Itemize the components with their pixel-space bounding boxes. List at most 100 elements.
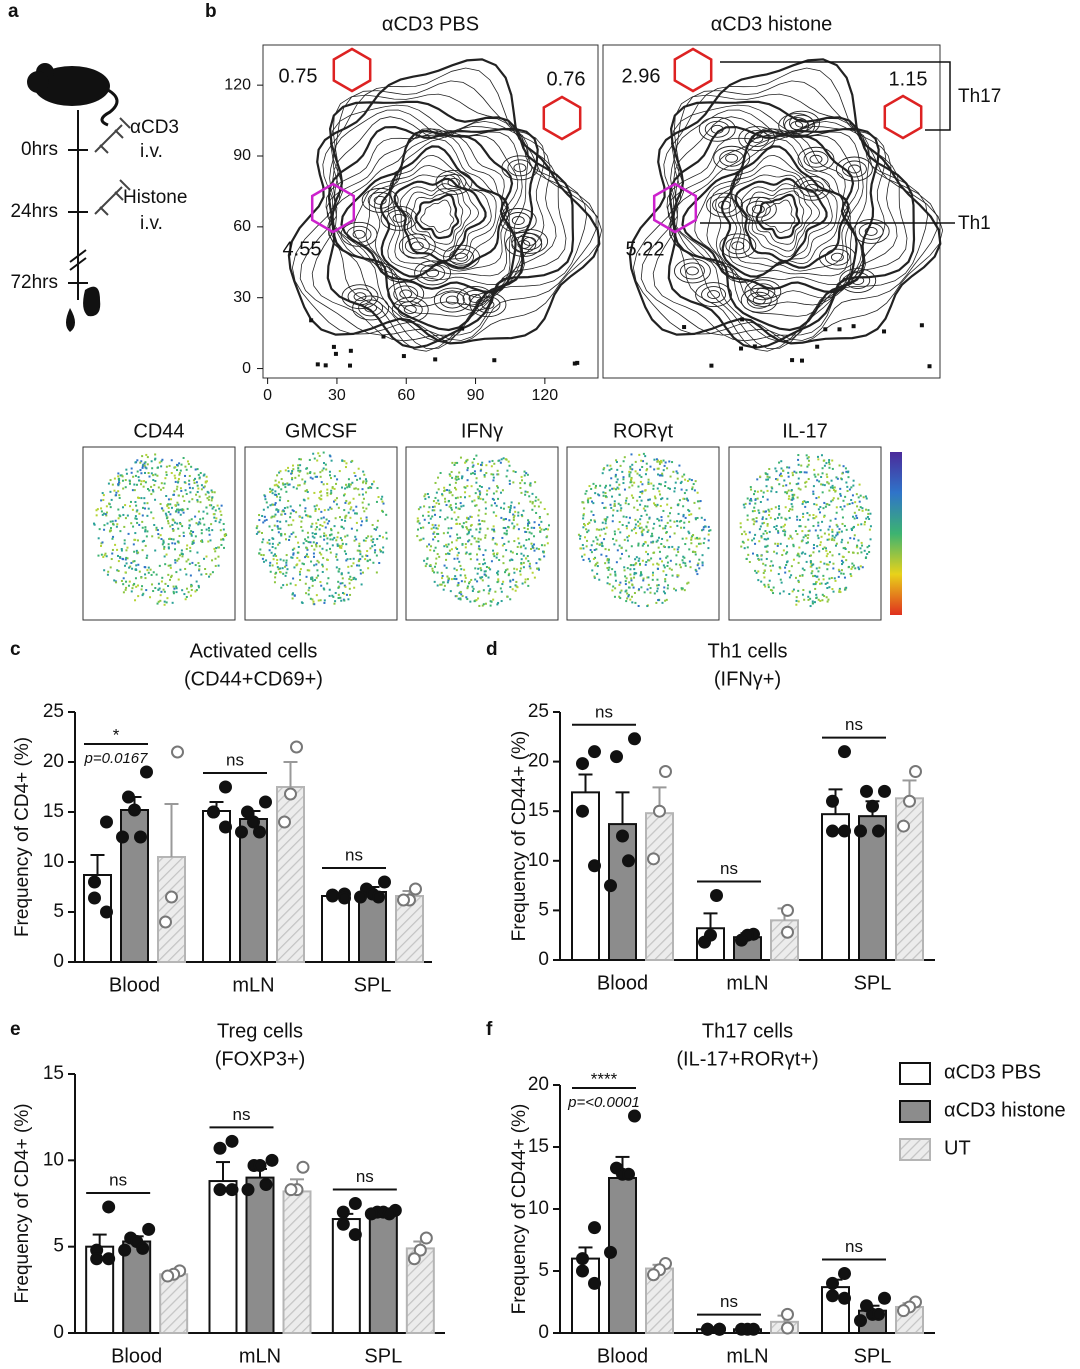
tsne-cell <box>475 540 478 543</box>
tsne-cell <box>840 478 843 481</box>
tsne-cell <box>784 571 787 574</box>
x-tick-label: SPL <box>364 1345 402 1367</box>
tsne-cell <box>613 595 616 598</box>
data-point <box>219 780 232 794</box>
tsne-cell <box>293 566 296 569</box>
agent-label: αCD3 <box>130 117 179 138</box>
tsne-cell <box>480 468 483 471</box>
tsne-cell <box>818 566 821 569</box>
tsne-cell <box>783 533 786 536</box>
tsne-cell <box>637 520 640 523</box>
tsne-cell <box>807 534 810 537</box>
tsne-cell <box>440 571 443 574</box>
tsne-cell <box>222 546 225 549</box>
tsne-cell <box>385 531 388 534</box>
data-point <box>348 1228 362 1242</box>
tsne-cell <box>788 570 791 573</box>
tsne-cell <box>365 537 368 540</box>
tsne-cell <box>650 482 653 485</box>
tsne-cell <box>338 470 341 473</box>
tsne-cell <box>648 517 651 520</box>
data-point <box>284 787 297 801</box>
tsne-cell <box>797 589 800 592</box>
tsne-cell <box>295 511 298 514</box>
tsne-cell <box>661 472 664 475</box>
data-point <box>122 790 135 804</box>
tsne-cell <box>640 531 643 534</box>
tsne-cell <box>496 485 499 488</box>
tsne-cell <box>496 552 499 555</box>
tsne-cell <box>262 560 265 563</box>
x-tick-label: mLN <box>726 972 768 994</box>
tsne-cell <box>210 489 213 492</box>
tsne-cell <box>807 530 810 533</box>
tsne-cell <box>102 556 105 559</box>
tsne-cell <box>630 529 633 532</box>
tsne-cell <box>543 544 546 547</box>
tsne-cell <box>255 532 258 535</box>
tsne-cell <box>154 457 157 460</box>
tsne-cell <box>214 509 217 512</box>
tsne-cell <box>382 502 385 505</box>
tsne-cell <box>505 533 508 536</box>
tsne-cell <box>583 553 586 556</box>
tsne-cell <box>337 506 340 509</box>
tsne-cell <box>441 577 444 580</box>
tsne-cell <box>157 600 160 603</box>
tsne-cell <box>512 578 515 581</box>
tsne-cell <box>156 602 159 605</box>
tsne-cell <box>748 531 751 534</box>
tsne-cell <box>473 537 476 540</box>
tsne-cell <box>95 514 98 517</box>
tsne-cell <box>190 585 193 588</box>
tsne-cell <box>330 527 333 530</box>
tsne-cell <box>177 480 180 483</box>
contour-line <box>393 285 419 303</box>
tsne-cell <box>447 579 450 582</box>
tsne-cell <box>365 482 368 485</box>
tsne-cell <box>169 525 172 528</box>
tsne-cell <box>453 557 456 560</box>
tsne-cell <box>579 535 582 538</box>
tsne-cell <box>662 564 665 567</box>
route-label: i.v. <box>140 213 163 234</box>
tsne-cell <box>349 483 352 486</box>
y-tick-label: 10 <box>528 850 549 871</box>
tsne-cell <box>767 586 770 589</box>
panel-letter: b <box>205 1 217 22</box>
tsne-cell <box>634 460 637 463</box>
tsne-cell <box>436 553 439 556</box>
tsne-cell <box>369 558 372 561</box>
tsne-cell <box>341 525 344 528</box>
tsne-cell <box>653 592 656 595</box>
x-tick-label: 0 <box>263 387 272 404</box>
tsne-cell <box>771 589 774 592</box>
tsne-cell <box>181 555 184 558</box>
tsne-cell <box>311 576 314 579</box>
tsne-cell <box>162 541 165 544</box>
tsne-cell <box>135 564 138 567</box>
tsne-cell <box>677 546 680 549</box>
tsne-cell <box>361 555 364 558</box>
tsne-cell <box>190 534 193 537</box>
tsne-cell <box>259 548 262 551</box>
tsne-cell <box>451 461 454 464</box>
tsne-cell <box>629 481 632 484</box>
tsne-cell <box>646 588 649 591</box>
tsne-cell <box>204 493 207 496</box>
tsne-cell <box>291 597 294 600</box>
tsne-cell <box>268 564 271 567</box>
tsne-cell <box>656 584 659 587</box>
tsne-cell <box>433 505 436 508</box>
tsne-cell <box>211 497 214 500</box>
tsne-cell <box>513 525 516 528</box>
tsne-cell <box>207 498 210 501</box>
tsne-cell <box>807 478 810 481</box>
tsne-cell <box>534 499 537 502</box>
tsne-cell <box>784 566 787 569</box>
tsne-cell <box>845 559 848 562</box>
tsne-cell <box>121 506 124 509</box>
tsne-cell <box>665 556 668 559</box>
tsne-cell <box>645 560 648 563</box>
tsne-cell <box>694 517 697 520</box>
